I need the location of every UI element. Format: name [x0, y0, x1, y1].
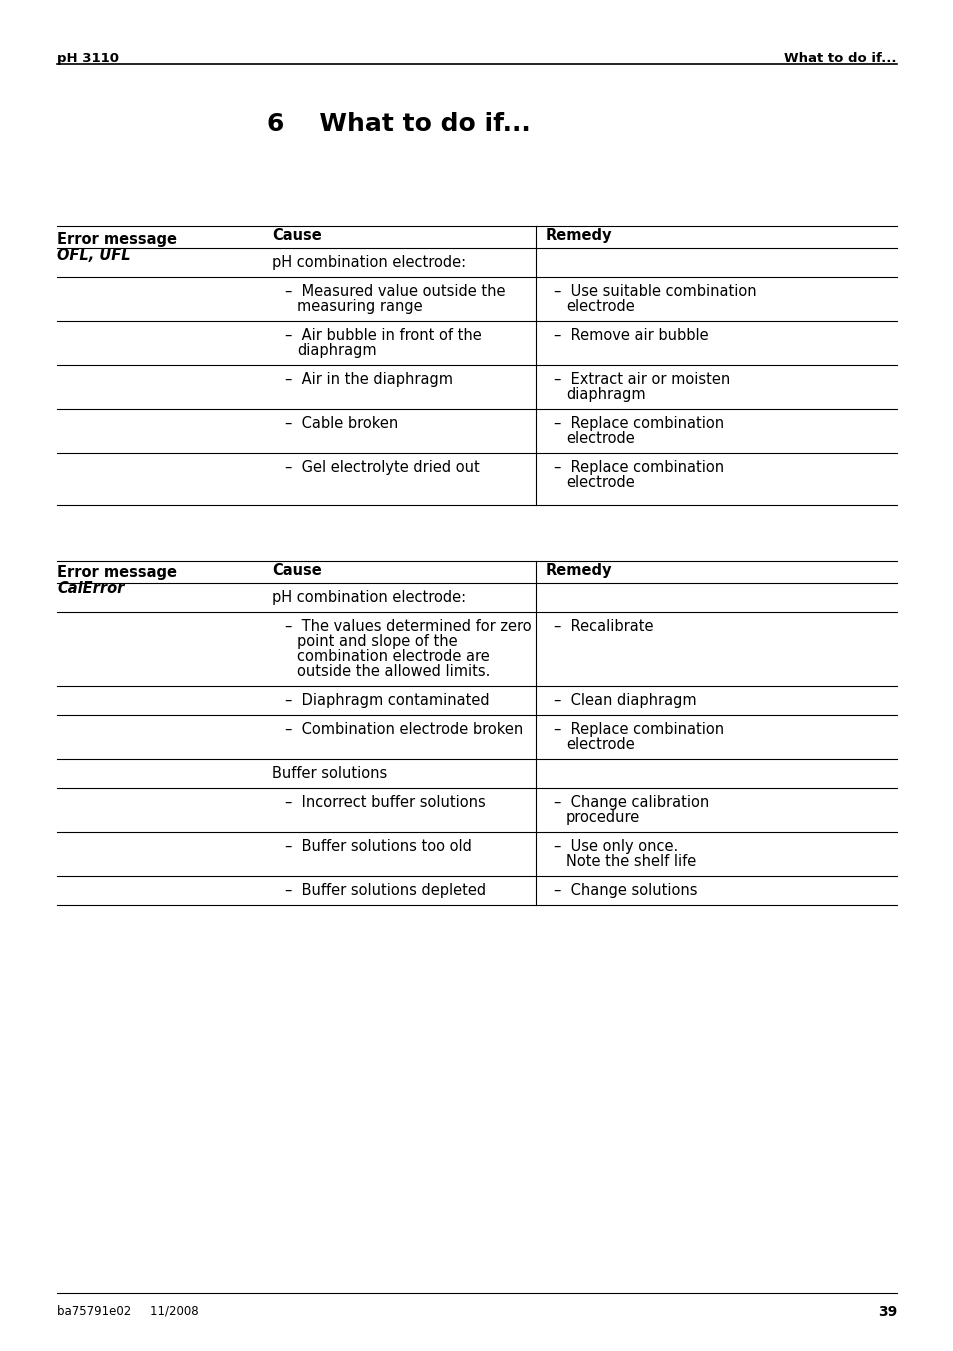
Text: –  The values determined for zero: – The values determined for zero: [285, 619, 531, 634]
Text: –  Clean diaphragm: – Clean diaphragm: [554, 693, 696, 708]
Text: Buffer solutions: Buffer solutions: [272, 766, 387, 781]
Text: –  Replace combination: – Replace combination: [554, 416, 723, 431]
Text: –  Change solutions: – Change solutions: [554, 884, 697, 898]
Text: outside the allowed limits.: outside the allowed limits.: [296, 663, 490, 680]
Text: pH combination electrode:: pH combination electrode:: [272, 255, 466, 270]
Text: pH 3110: pH 3110: [57, 51, 119, 65]
Text: electrode: electrode: [565, 738, 634, 753]
Text: Error message: Error message: [57, 565, 177, 580]
Text: –  Incorrect buffer solutions: – Incorrect buffer solutions: [285, 794, 485, 811]
Text: –  Replace combination: – Replace combination: [554, 459, 723, 476]
Text: –  Buffer solutions too old: – Buffer solutions too old: [285, 839, 472, 854]
Text: –  Air bubble in front of the: – Air bubble in front of the: [285, 328, 481, 343]
Text: ba75791e02     11/2008: ba75791e02 11/2008: [57, 1305, 198, 1319]
Text: point and slope of the: point and slope of the: [296, 634, 457, 648]
Text: Cause: Cause: [272, 228, 321, 243]
Text: –  Use suitable combination: – Use suitable combination: [554, 284, 756, 299]
Text: Cause: Cause: [272, 563, 321, 578]
Text: –  Diaphragm contaminated: – Diaphragm contaminated: [285, 693, 489, 708]
Text: 6    What to do if...: 6 What to do if...: [267, 112, 530, 136]
Text: –  Measured value outside the: – Measured value outside the: [285, 284, 505, 299]
Text: CalError: CalError: [57, 581, 124, 596]
Text: electrode: electrode: [565, 431, 634, 446]
Text: –  Remove air bubble: – Remove air bubble: [554, 328, 708, 343]
Text: Error message: Error message: [57, 232, 177, 247]
Text: –  Gel electrolyte dried out: – Gel electrolyte dried out: [285, 459, 479, 476]
Text: –  Air in the diaphragm: – Air in the diaphragm: [285, 372, 453, 386]
Text: –  Extract air or moisten: – Extract air or moisten: [554, 372, 729, 386]
Text: –  Recalibrate: – Recalibrate: [554, 619, 653, 634]
Text: diaphragm: diaphragm: [565, 386, 645, 403]
Text: 39: 39: [877, 1305, 896, 1319]
Text: procedure: procedure: [565, 811, 639, 825]
Text: –  Use only once.: – Use only once.: [554, 839, 678, 854]
Text: –  Replace combination: – Replace combination: [554, 721, 723, 738]
Text: –  Buffer solutions depleted: – Buffer solutions depleted: [285, 884, 486, 898]
Text: OFL, UFL: OFL, UFL: [57, 249, 131, 263]
Text: Remedy: Remedy: [545, 228, 612, 243]
Text: –  Change calibration: – Change calibration: [554, 794, 708, 811]
Text: Remedy: Remedy: [545, 563, 612, 578]
Text: –  Cable broken: – Cable broken: [285, 416, 397, 431]
Text: Note the shelf life: Note the shelf life: [565, 854, 696, 869]
Text: pH combination electrode:: pH combination electrode:: [272, 590, 466, 605]
Text: combination electrode are: combination electrode are: [296, 648, 489, 663]
Text: diaphragm: diaphragm: [296, 343, 376, 358]
Text: What to do if...: What to do if...: [783, 51, 896, 65]
Text: measuring range: measuring range: [296, 299, 422, 313]
Text: electrode: electrode: [565, 299, 634, 313]
Text: electrode: electrode: [565, 476, 634, 490]
Text: –  Combination electrode broken: – Combination electrode broken: [285, 721, 522, 738]
